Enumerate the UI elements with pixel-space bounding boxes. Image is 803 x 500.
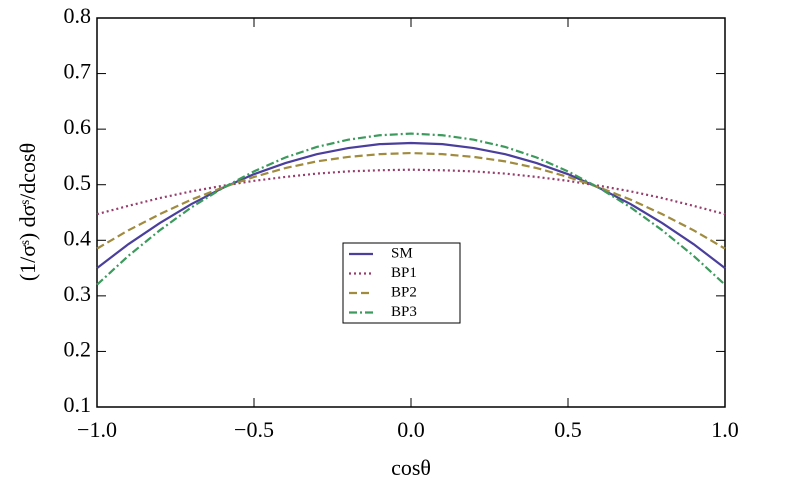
y-tick-label: 0.5 bbox=[64, 170, 92, 195]
y-tick-label: 0.4 bbox=[64, 225, 92, 250]
x-tick-label: −0.5 bbox=[234, 417, 274, 442]
legend-label: BP1 bbox=[391, 265, 417, 281]
series-line bbox=[96, 141, 726, 269]
y-tick-label: 0.3 bbox=[64, 281, 92, 306]
x-tick-label: 0.5 bbox=[554, 417, 582, 442]
y-tick-label: 0.6 bbox=[64, 114, 92, 139]
y-tick-label: 0.2 bbox=[64, 336, 92, 361]
legend-label: BP2 bbox=[391, 284, 417, 300]
legend-label: BP3 bbox=[391, 304, 417, 320]
x-tick-label: 0.0 bbox=[397, 417, 425, 442]
x-tick-label: −1.0 bbox=[77, 417, 117, 442]
y-tick-label: 0.1 bbox=[64, 392, 92, 417]
y-tick-label: 0.8 bbox=[64, 3, 92, 28]
series-line bbox=[96, 151, 726, 250]
legend-box bbox=[342, 242, 461, 324]
series-line bbox=[96, 132, 726, 286]
y-tick-label: 0.7 bbox=[64, 59, 92, 84]
x-tick-label: 1.0 bbox=[711, 417, 739, 442]
x-axis-label: cosθ bbox=[391, 455, 431, 480]
y-axis-label: (1/σˢ) dσˢ/dcosθ bbox=[15, 143, 40, 281]
legend-label: SM bbox=[391, 245, 413, 261]
legend: SM BP1 BP2 BP3 bbox=[342, 242, 461, 324]
plot-frame bbox=[96, 17, 726, 408]
